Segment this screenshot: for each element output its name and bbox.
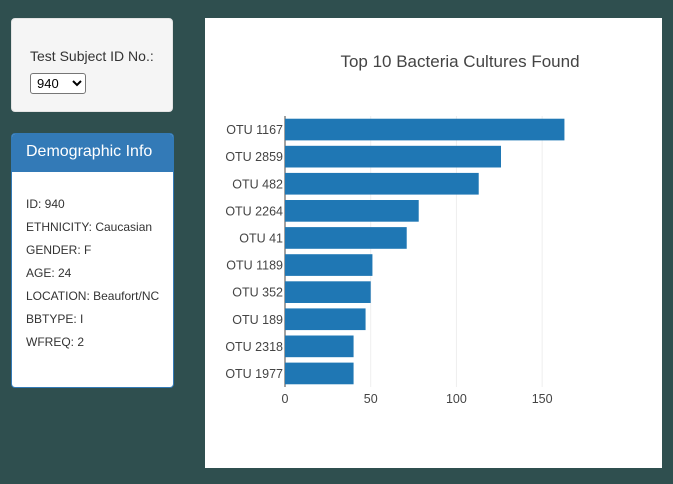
y-tick-label: OTU 2318 (225, 340, 283, 354)
bar[interactable] (285, 254, 373, 276)
demographic-line: GENDER: F (26, 243, 92, 257)
x-tick-label: 0 (282, 392, 289, 406)
y-tick-label: OTU 41 (239, 231, 283, 245)
y-tick-label: OTU 2264 (225, 204, 283, 218)
demographic-line: ID: 940 (26, 197, 65, 211)
chart-bars (285, 118, 565, 385)
x-tick-label: 150 (532, 392, 553, 406)
bar[interactable] (285, 227, 407, 249)
subject-selector-well: Test Subject ID No.: 940 (11, 18, 173, 112)
bar[interactable] (285, 362, 354, 385)
bar[interactable] (285, 200, 419, 222)
demographic-info-panel: Demographic Info ID: 940 ETHNICITY: Cauca… (11, 133, 174, 388)
chart-title: Top 10 Bacteria Cultures Found (340, 52, 579, 71)
y-tick-label: OTU 1167 (226, 123, 283, 137)
x-tick-label: 50 (364, 392, 378, 406)
y-tick-label: OTU 2859 (225, 150, 283, 164)
bar-chart-card: Top 10 Bacteria Cultures Found OTU 1167 O… (205, 18, 662, 468)
demographic-info-title: Demographic Info (12, 134, 173, 172)
y-tick-label: OTU 1977 (225, 367, 283, 381)
demographic-line: AGE: 24 (26, 266, 72, 280)
y-tick-label: OTU 482 (232, 177, 283, 191)
bar[interactable] (285, 172, 479, 195)
bar[interactable] (285, 335, 354, 358)
demographic-line: BBTYPE: I (26, 312, 84, 326)
bar-chart: Top 10 Bacteria Cultures Found OTU 1167O… (225, 52, 579, 406)
subject-id-label: Test Subject ID No.: (30, 48, 154, 64)
bar[interactable] (285, 118, 565, 141)
y-tick-label: OTU 189 (232, 313, 283, 327)
bar[interactable] (285, 308, 366, 331)
demographic-line: LOCATION: Beaufort/NC (26, 289, 160, 303)
chart-x-labels: 0 50 100 150 (282, 392, 553, 406)
bar[interactable] (285, 281, 371, 303)
x-tick-label: 100 (446, 392, 467, 406)
demographic-line: ETHNICITY: Caucasian (26, 220, 153, 234)
y-tick-label: OTU 352 (232, 286, 283, 300)
bar[interactable] (285, 145, 501, 168)
chart-y-labels: OTU 1167 OTU 2859 OTU 482 OTU 2264 OTU 41 OTU… (225, 123, 283, 381)
demographic-info-body: ID: 940 ETHNICITY: Caucasian GENDER: F AGE:… (26, 197, 169, 358)
demographic-line: WFREQ: 2 (26, 335, 85, 349)
y-tick-label: OTU 1189 (226, 259, 283, 273)
subject-id-select[interactable]: 940 (30, 73, 86, 94)
